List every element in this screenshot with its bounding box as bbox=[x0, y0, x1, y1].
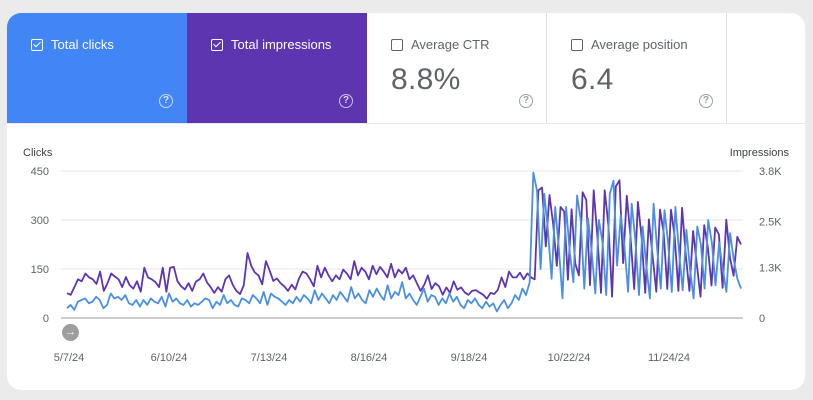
average-ctr-checkbox[interactable] bbox=[391, 39, 403, 51]
cards-divider bbox=[7, 123, 805, 124]
x-tick-label: 9/18/24 bbox=[451, 352, 488, 364]
x-tick-label: 8/16/24 bbox=[351, 352, 388, 364]
right-axis-title: Impressions bbox=[729, 147, 789, 159]
performance-chart: 450 300 150 0 3.8K 2.5K 1.3K 0 5/7/24 6/10/24 7/13… bbox=[31, 166, 783, 364]
metric-value-average-position: 6.4 bbox=[571, 63, 614, 96]
metric-label-total-impressions: Total impressions bbox=[231, 37, 332, 52]
x-tick-label: 7/13/24 bbox=[251, 352, 288, 364]
x-tick-label: 10/22/24 bbox=[548, 352, 591, 364]
help-icon[interactable]: ? bbox=[699, 94, 713, 108]
total-clicks-checkbox[interactable] bbox=[31, 39, 43, 51]
x-tick-label: 6/10/24 bbox=[151, 352, 188, 364]
series-line-total-clicks bbox=[66, 171, 742, 313]
y-tick-label-left: 0 bbox=[43, 313, 49, 325]
metric-card-average-ctr[interactable]: Average CTR 8.8% ? bbox=[367, 13, 547, 123]
metric-card-total-clicks[interactable]: Total clicks ? bbox=[7, 13, 187, 123]
metric-cards: Total clicks ? Total impressions ? Avera… bbox=[7, 13, 805, 123]
metric-label-average-position: Average position bbox=[591, 37, 688, 52]
left-axis-title: Clicks bbox=[23, 147, 53, 159]
y-tick-label-left: 150 bbox=[31, 264, 49, 276]
total-impressions-checkbox[interactable] bbox=[211, 39, 223, 51]
x-tick-label: 11/24/24 bbox=[648, 352, 690, 364]
metric-label-total-clicks: Total clicks bbox=[51, 37, 114, 52]
average-position-checkbox[interactable] bbox=[571, 39, 583, 51]
metric-value-average-ctr: 8.8% bbox=[391, 63, 461, 96]
x-tick-label: 5/7/24 bbox=[54, 352, 85, 364]
series-line-total-impressions bbox=[66, 179, 742, 300]
arrow-right-icon[interactable]: → bbox=[62, 324, 79, 341]
help-icon[interactable]: ? bbox=[519, 94, 533, 108]
performance-panel: Total clicks ? Total impressions ? Avera… bbox=[7, 13, 805, 390]
y-tick-label-right: 0 bbox=[759, 313, 765, 325]
metric-card-total-impressions[interactable]: Total impressions ? bbox=[187, 13, 367, 123]
y-tick-label-right: 2.5K bbox=[759, 216, 782, 228]
y-tick-label-left: 300 bbox=[31, 215, 49, 227]
help-icon[interactable]: ? bbox=[159, 94, 173, 108]
y-tick-label-right: 3.8K bbox=[759, 166, 782, 178]
y-tick-label-right: 1.3K bbox=[759, 263, 782, 275]
y-tick-label-left: 450 bbox=[31, 166, 49, 178]
metric-label-average-ctr: Average CTR bbox=[411, 37, 490, 52]
metric-card-average-position[interactable]: Average position 6.4 ? bbox=[547, 13, 727, 123]
help-icon[interactable]: ? bbox=[339, 94, 353, 108]
